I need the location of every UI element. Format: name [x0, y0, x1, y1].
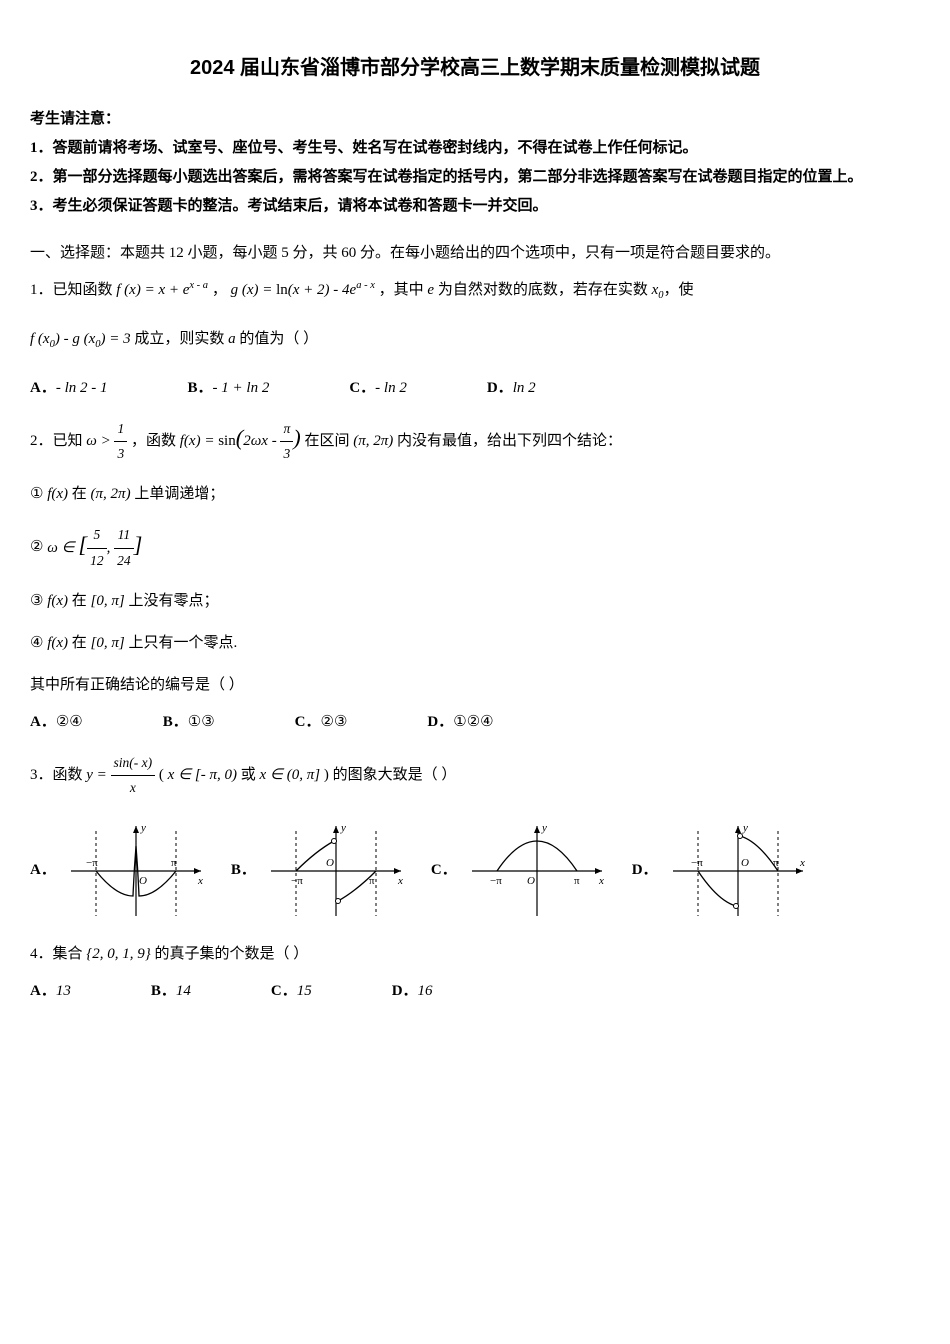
q1-g-def: g (x) = ln(x + 2) - 4ea - x: [231, 282, 375, 298]
q2-option-d: D．①②④: [427, 709, 493, 736]
q3-option-c-label: C．: [431, 857, 457, 884]
question-4: 4．集合 {2, 0, 1, 9} 的真子集的个数是（ ） A．13 B．14 …: [30, 941, 920, 1005]
q4-option-c: C．15: [271, 978, 312, 1005]
question-3: 3．函数 y = sin(- x)x ( x ∈ [- π, 0) 或 x ∈ …: [30, 751, 920, 926]
q4-option-b: B．14: [151, 978, 191, 1005]
instructions-heading: 考生请注意：: [30, 106, 920, 133]
q2-mid2: 在区间: [304, 433, 353, 449]
q1-option-b: B．- 1 + ln 2: [188, 375, 270, 402]
q3-option-b-label: B．: [231, 857, 256, 884]
q2-option-b: B．①③: [163, 709, 215, 736]
q2-option-a: A．②④: [30, 709, 83, 736]
svg-text:O: O: [527, 875, 535, 887]
q1-condition: f (x0) - g (x0) = 3: [30, 331, 131, 347]
q2-statement-3: ③ f(x) 在 [0, π] 上没有零点；: [30, 588, 920, 615]
q2-omega-cond: ω > 13: [86, 433, 127, 449]
q3-domain: ( x ∈ [- π, 0) 或 x ∈ (0, π] ) 的图象大致是（ ）: [159, 767, 456, 783]
q2-prefix: 2．已知: [30, 433, 86, 449]
instruction-3: 3．考生必须保证答题卡的整洁。考试结束后，请将本试卷和答题卡一并交回。: [30, 193, 920, 220]
q3-graph-b: y x O −π π: [261, 816, 411, 926]
q2-statement-2: ② ω ∈ [512, 1124]: [30, 523, 920, 573]
q3-graph-d: y x O −π π: [663, 816, 813, 926]
q2-statement-1: ① f(x) 在 (π, 2π) 上单调递增；: [30, 481, 920, 508]
q1-f-def: f (x) = x + ex - a: [116, 282, 208, 298]
q3-graph-options: A． y x O −π π B．: [30, 816, 920, 926]
q3-option-a-label: A．: [30, 857, 56, 884]
q1-suffix1: ，其中 e 为自然对数的底数，若存在实数 x0，使: [379, 282, 694, 298]
svg-text:y: y: [340, 822, 346, 834]
q3-option-d-label: D．: [632, 857, 658, 884]
q4-option-a: A．13: [30, 978, 71, 1005]
q2-suffix1: 内没有最值，给出下列四个结论：: [397, 433, 622, 449]
q3-graph-c: y x O −π π: [462, 816, 612, 926]
q1-prefix: 1．已知函数: [30, 282, 116, 298]
q1-suffix2: 成立，则实数 a 的值为（ ）: [134, 331, 318, 347]
svg-text:−π: −π: [291, 875, 303, 887]
svg-text:y: y: [742, 822, 748, 834]
instruction-2: 2．第一部分选择题每小题选出答案后，需将答案写在试卷指定的括号内，第二部分非选择…: [30, 164, 920, 191]
q2-option-c: C．②③: [295, 709, 348, 736]
q1-comma: ，: [212, 282, 227, 298]
svg-text:O: O: [326, 857, 334, 869]
svg-text:O: O: [139, 875, 147, 887]
instruction-1: 1．答题前请将考场、试室号、座位号、考生号、姓名写在试卷密封线内，不得在试卷上作…: [30, 135, 920, 162]
q2-question: 其中所有正确结论的编号是（ ）: [30, 672, 920, 699]
q4-option-d: D．16: [392, 978, 433, 1005]
q4-prefix: 4．集合: [30, 946, 86, 962]
svg-text:π: π: [574, 875, 580, 887]
instructions-block: 考生请注意： 1．答题前请将考场、试室号、座位号、考生号、姓名写在试卷密封线内，…: [30, 106, 920, 220]
svg-text:y: y: [541, 822, 547, 834]
section-1-header: 一、选择题：本题共 12 小题，每小题 5 分，共 60 分。在每小题给出的四个…: [30, 240, 920, 267]
q2-statement-4: ④ f(x) 在 [0, π] 上只有一个零点.: [30, 630, 920, 657]
q1-option-a: A．- ln 2 - 1: [30, 375, 108, 402]
q1-option-c: C．- ln 2: [349, 375, 407, 402]
q3-prefix: 3．函数: [30, 767, 86, 783]
svg-text:x: x: [197, 875, 203, 887]
q3-function: y = sin(- x)x: [86, 767, 155, 783]
q1-option-d: D．ln 2: [487, 375, 536, 402]
svg-text:y: y: [140, 822, 146, 834]
svg-text:x: x: [397, 875, 403, 887]
q4-suffix: 的真子集的个数是（ ）: [155, 946, 309, 962]
svg-text:x: x: [598, 875, 604, 887]
svg-text:−π: −π: [691, 857, 703, 869]
svg-text:−π: −π: [490, 875, 502, 887]
svg-text:O: O: [741, 857, 749, 869]
question-2: 2．已知 ω > 13 ，函数 f(x) = sin(2ωx - π3) 在区间…: [30, 417, 920, 736]
q2-interval1: (π, 2π): [353, 433, 393, 449]
q3-graph-a: y x O −π π: [61, 816, 211, 926]
q2-f-def: f(x) = sin(2ωx - π3): [180, 433, 301, 449]
q2-mid1: ，函数: [131, 433, 180, 449]
q4-set: {2, 0, 1, 9}: [86, 946, 151, 962]
svg-text:x: x: [799, 857, 805, 869]
question-1: 1．已知函数 f (x) = x + ex - a ， g (x) = ln(x…: [30, 277, 920, 402]
exam-title: 2024 届山东省淄博市部分学校高三上数学期末质量检测模拟试题: [30, 50, 920, 86]
